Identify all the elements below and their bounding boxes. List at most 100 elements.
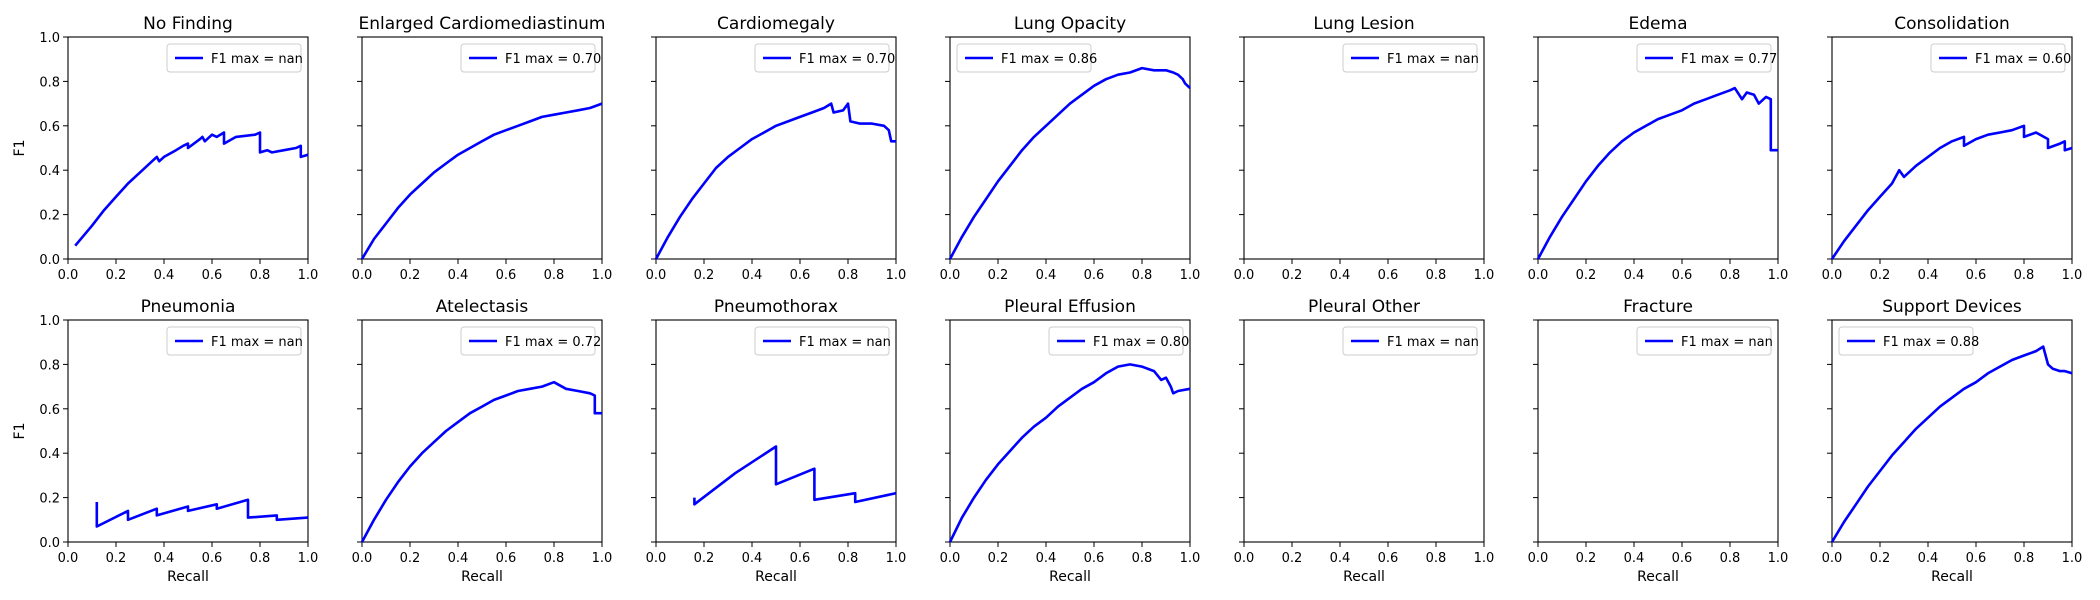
x-tick-label: 0.6 xyxy=(496,268,517,283)
x-tick-label: 1.0 xyxy=(1768,268,1789,283)
x-tick-label: 0.8 xyxy=(1132,268,1153,283)
x-tick-label: 0.8 xyxy=(2014,268,2035,283)
x-axis-label: Recall xyxy=(167,569,209,585)
legend-box xyxy=(1838,326,1974,356)
legend-box xyxy=(1342,326,1478,356)
y-tick-label: 0.4 xyxy=(39,447,60,462)
legend-box xyxy=(1048,326,1184,356)
chart-panel: Enlarged Cardiomediastinum 0.0 0.2 0.4 0.6 0.… xyxy=(352,14,613,283)
x-tick-label: 0.8 xyxy=(838,551,859,566)
x-tick-label: 0.4 xyxy=(1036,268,1057,283)
x-tick-label: 1.0 xyxy=(2062,551,2083,566)
f1-curve xyxy=(654,102,896,260)
chart-panel: Support Devices 0.0 0.2 0.4 0.6 0.8 1.0 Recall F… xyxy=(1822,297,2083,585)
x-tick-label: 0.8 xyxy=(544,268,565,283)
x-tick-label: 0.4 xyxy=(1624,268,1645,283)
x-tick-label: 0.4 xyxy=(1330,551,1351,566)
x-tick-label: 1.0 xyxy=(298,268,319,283)
chart-panel: Pleural Other 0.0 0.2 0.4 0.6 0.8 1.0 Recall F1 … xyxy=(1234,297,1495,585)
y-tick-label: 0.8 xyxy=(39,75,60,90)
panel-title: Lung Opacity xyxy=(1014,14,1126,34)
x-tick-label: 0.6 xyxy=(790,268,811,283)
y-tick-label: 0.6 xyxy=(39,120,60,135)
x-tick-label: 0.2 xyxy=(1576,268,1597,283)
panel-title: Lung Lesion xyxy=(1313,14,1414,34)
legend-box xyxy=(1342,43,1478,73)
chart-panel: Lung Lesion 0.0 0.2 0.4 0.6 0.8 1.0 F1 max = na… xyxy=(1234,14,1495,283)
x-tick-label: 0.8 xyxy=(1720,551,1741,566)
panel-title: Consolidation xyxy=(1894,14,2010,34)
f1-curve xyxy=(360,102,603,260)
x-axis-label: Recall xyxy=(1343,569,1385,585)
x-tick-label: 0.0 xyxy=(1528,551,1549,566)
y-axis-label: F1 xyxy=(12,423,28,440)
x-tick-label: 0.0 xyxy=(1234,268,1255,283)
x-tick-label: 0.8 xyxy=(1426,268,1447,283)
legend-label: F1 max = 0.88 xyxy=(1883,335,1979,350)
y-tick-label: 0.2 xyxy=(39,492,60,507)
legend-label: F1 max = 0.77 xyxy=(1681,52,1777,67)
x-tick-label: 0.6 xyxy=(790,551,811,566)
legend-label: F1 max = nan xyxy=(211,52,303,67)
f1-curve xyxy=(948,363,1191,543)
panel-title: Cardiomegaly xyxy=(717,14,835,34)
x-tick-label: 0.2 xyxy=(694,551,715,566)
x-axis-label: Recall xyxy=(755,569,797,585)
x-tick-label: 0.2 xyxy=(106,268,127,283)
legend-label: F1 max = nan xyxy=(211,335,303,350)
x-tick-label: 0.8 xyxy=(1426,551,1447,566)
x-tick-label: 0.6 xyxy=(1084,551,1105,566)
legend-box xyxy=(166,43,302,73)
x-tick-label: 1.0 xyxy=(886,551,907,566)
chart-panel: Pneumonia 0.0 0.2 0.4 0.6 0.8 1.0 Recall 0.0 0.2 0… xyxy=(12,297,318,585)
x-tick-label: 0.4 xyxy=(154,268,175,283)
x-tick-label: 0.6 xyxy=(1966,268,1987,283)
x-tick-label: 0.2 xyxy=(400,268,421,283)
x-tick-label: 0.0 xyxy=(1822,268,1843,283)
legend-label: F1 max = 0.70 xyxy=(799,52,895,67)
x-tick-label: 0.2 xyxy=(988,551,1009,566)
y-tick-label: 0.4 xyxy=(39,164,60,179)
legend-label: F1 max = 0.80 xyxy=(1093,335,1189,350)
x-tick-label: 0.2 xyxy=(1282,268,1303,283)
x-tick-label: 0.8 xyxy=(2014,551,2035,566)
legend-box xyxy=(460,326,596,356)
legend-label: F1 max = 0.72 xyxy=(505,335,601,350)
x-tick-label: 0.4 xyxy=(1036,551,1057,566)
x-tick-label: 0.8 xyxy=(544,551,565,566)
x-tick-label: 0.0 xyxy=(58,551,79,566)
x-tick-label: 0.0 xyxy=(352,551,373,566)
x-tick-label: 1.0 xyxy=(1768,551,1789,566)
plot-frame xyxy=(361,319,603,543)
chart-panel: No Finding 0.0 0.2 0.4 0.6 0.8 1.0 0.0 0.2 0.4 0.6… xyxy=(12,14,318,283)
x-tick-label: 1.0 xyxy=(1180,551,1201,566)
plot-frame xyxy=(949,36,1191,260)
panel-title: Pneumonia xyxy=(141,297,236,317)
legend-label: F1 max = nan xyxy=(799,335,891,350)
chart-panel: Edema 0.0 0.2 0.4 0.6 0.8 1.0 F1 max = 0.77 xyxy=(1528,14,1789,283)
x-tick-label: 0.2 xyxy=(694,268,715,283)
plot-frame xyxy=(1243,36,1485,260)
plot-frame xyxy=(67,319,309,543)
x-tick-label: 0.2 xyxy=(400,551,421,566)
legend-box xyxy=(1930,43,2066,73)
x-tick-label: 0.2 xyxy=(106,551,127,566)
panel-title: No Finding xyxy=(143,14,233,34)
x-tick-label: 0.6 xyxy=(1378,268,1399,283)
plot-frame xyxy=(1537,319,1779,543)
x-tick-label: 0.4 xyxy=(742,551,763,566)
x-tick-label: 1.0 xyxy=(592,268,613,283)
y-tick-label: 0.8 xyxy=(39,358,60,373)
legend-label: F1 max = nan xyxy=(1681,335,1773,350)
plot-frame xyxy=(1537,36,1779,260)
f1-curve xyxy=(74,131,309,247)
chart-panel: Consolidation 0.0 0.2 0.4 0.6 0.8 1.0 F1 max = … xyxy=(1822,14,2083,283)
x-tick-label: 0.0 xyxy=(352,268,373,283)
x-tick-label: 0.0 xyxy=(1822,551,1843,566)
x-axis-label: Recall xyxy=(1931,569,1973,585)
x-tick-label: 0.8 xyxy=(250,551,271,566)
x-axis-label: Recall xyxy=(1049,569,1091,585)
y-tick-label: 1.0 xyxy=(39,31,60,46)
chart-panel: Fracture 0.0 0.2 0.4 0.6 0.8 1.0 Recall F1 max =… xyxy=(1528,297,1789,585)
